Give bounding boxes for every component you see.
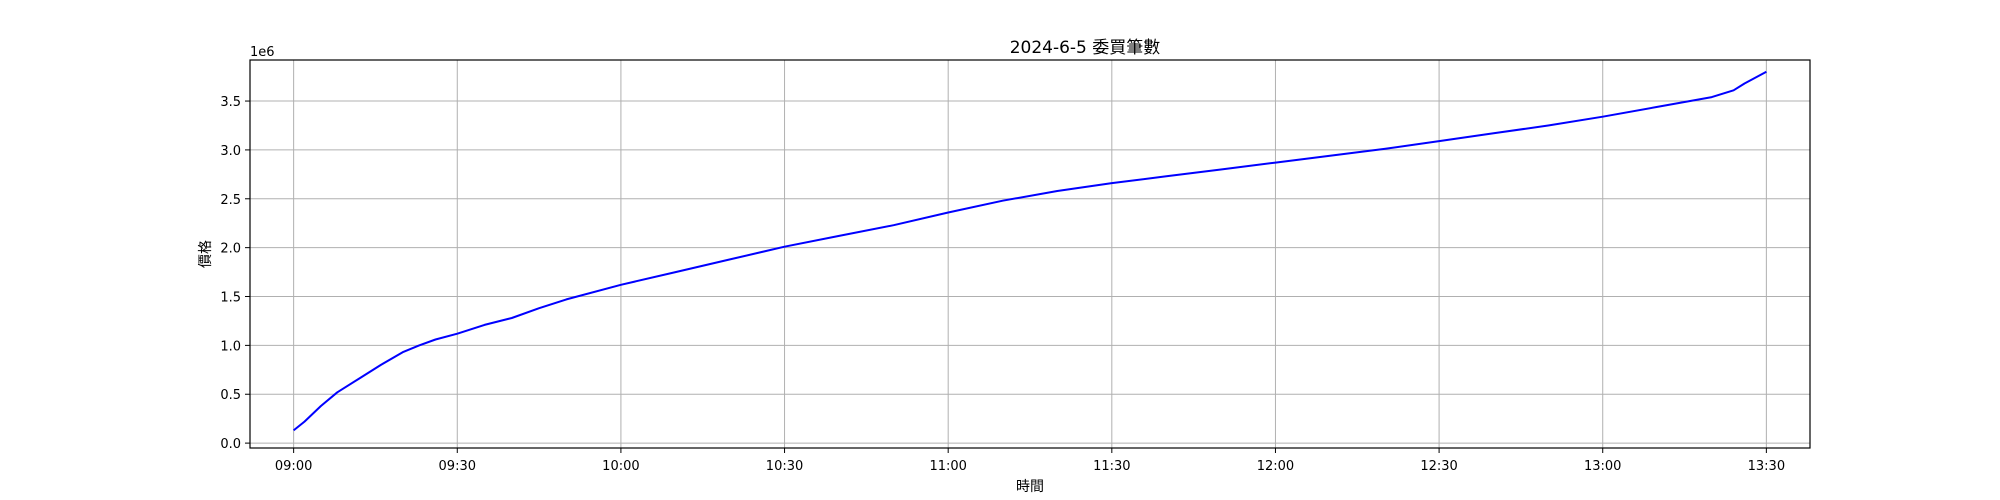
plot-frame <box>249 59 1811 449</box>
chart-title: 2024-6-5 委買筆數 <box>1010 38 1161 58</box>
series-line <box>292 70 1767 432</box>
y-tick-label: 2.5 <box>220 193 241 208</box>
x-tick-label: 13:30 <box>1748 459 1785 474</box>
x-tick-label: 10:30 <box>766 459 803 474</box>
x-tick-label: 10:00 <box>602 459 639 474</box>
y-tick-label: 2.0 <box>220 242 241 257</box>
x-tick-label: 12:30 <box>1420 459 1457 474</box>
y-tick-label: 3.5 <box>220 95 241 110</box>
grid-lines <box>250 60 1810 448</box>
x-axis-label: 時間 <box>1016 479 1044 495</box>
y-tick-label: 1.5 <box>220 291 241 306</box>
x-tick-label: 11:00 <box>929 459 966 474</box>
y-tick-label: 0.5 <box>220 388 241 403</box>
x-tick-label: 12:00 <box>1257 459 1294 474</box>
y-tick-label: 0.0 <box>220 437 241 452</box>
y-tick-label: 3.0 <box>220 144 241 159</box>
y-offset-label: 1e6 <box>250 45 275 60</box>
plot-area <box>292 70 1767 432</box>
y-tick-label: 1.0 <box>220 339 241 354</box>
axis-ticks: 09:00 09:30 10:00 10:30 11:00 11:30 12:00 12:30… <box>220 95 1785 474</box>
x-tick-label: 11:30 <box>1093 459 1130 474</box>
y-axis-label: 價格 <box>197 240 214 268</box>
x-tick-label: 13:00 <box>1584 459 1621 474</box>
x-tick-label: 09:00 <box>275 459 312 474</box>
x-tick-label: 09:30 <box>439 459 476 474</box>
